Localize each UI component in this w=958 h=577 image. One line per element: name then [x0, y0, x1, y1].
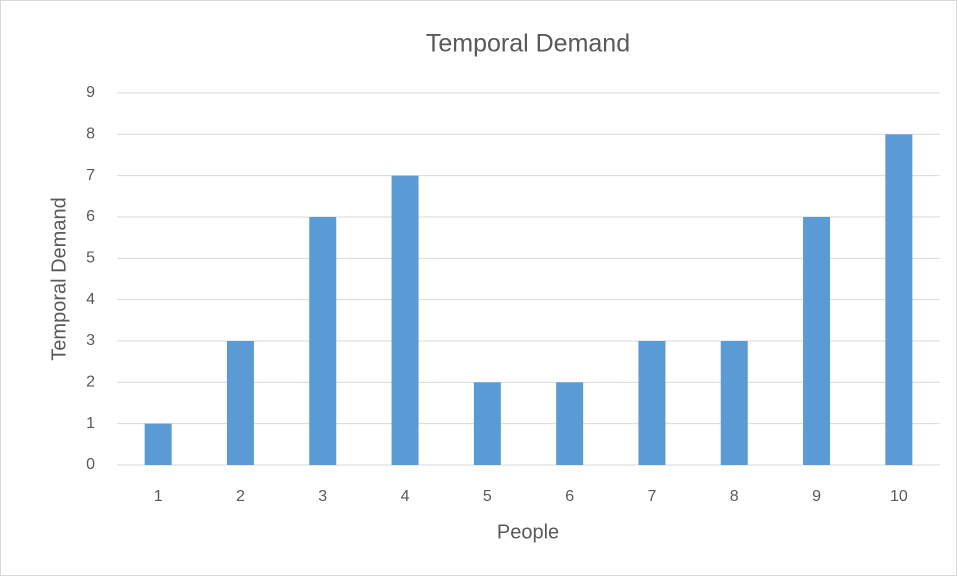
y-tick-label: 1	[86, 415, 95, 432]
x-axis-label: People	[497, 521, 559, 543]
y-tick-label: 9	[86, 84, 95, 101]
y-tick-label: 5	[86, 250, 95, 267]
bar	[556, 382, 584, 465]
y-tick-label: 3	[86, 332, 95, 349]
bar	[720, 341, 748, 465]
x-tick-label: 5	[483, 488, 492, 505]
y-axis-label: Temporal Demand	[48, 197, 70, 360]
bar	[309, 217, 337, 465]
x-tick-label: 3	[318, 488, 327, 505]
x-tick-label: 7	[647, 488, 656, 505]
x-tick-label: 6	[565, 488, 574, 505]
x-tick-label: 10	[890, 488, 908, 505]
y-tick-label: 4	[86, 291, 95, 308]
x-tick-label: 1	[154, 488, 163, 505]
y-tick-label: 8	[86, 126, 95, 143]
y-tick-label: 6	[86, 208, 95, 225]
bar	[803, 217, 831, 465]
bar	[473, 382, 501, 465]
x-tick-label: 8	[730, 488, 739, 505]
bar	[226, 341, 254, 465]
bar	[391, 175, 419, 465]
x-tick-label: 9	[812, 488, 821, 505]
x-tick-label: 2	[236, 488, 245, 505]
y-tick-label: 7	[86, 167, 95, 184]
x-tick-label: 4	[401, 488, 410, 505]
chart-title: Temporal Demand	[426, 30, 630, 58]
bar	[885, 134, 913, 466]
bar	[638, 341, 666, 465]
y-tick-label: 0	[86, 456, 95, 473]
y-tick-label: 2	[86, 374, 95, 391]
bar	[144, 423, 172, 465]
